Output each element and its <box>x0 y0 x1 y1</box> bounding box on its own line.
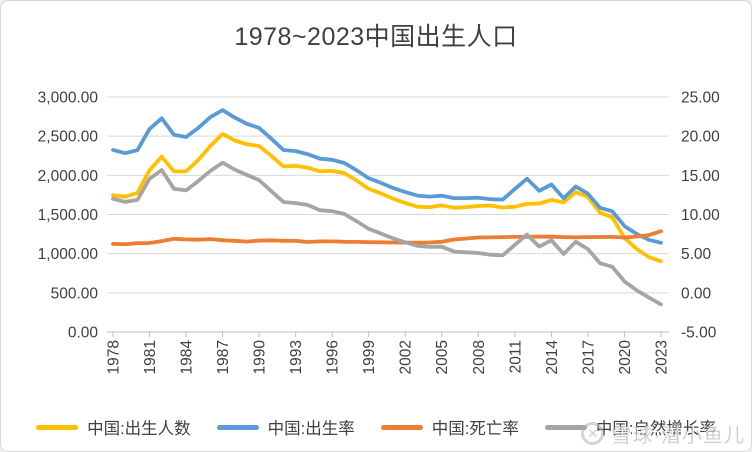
x-axis-tick-label: 1993 <box>288 340 305 374</box>
x-axis-tick-label: 2008 <box>471 340 488 374</box>
right-axis-tick-label: 20.00 <box>681 129 720 146</box>
x-axis-tick-label: 2002 <box>398 340 415 374</box>
right-axis-tick-label: 0.00 <box>681 285 712 302</box>
legend-label: 中国:自然增长率 <box>595 420 716 438</box>
x-axis-tick-label: 1999 <box>361 340 378 374</box>
legend-swatch-icon <box>36 424 79 430</box>
legend-item-中国:死亡率: 中国:死亡率 <box>380 415 519 439</box>
legend-swatch-icon <box>216 424 259 430</box>
x-axis-tick-label: 1987 <box>215 340 232 374</box>
legend-item-中国:出生人数: 中国:出生人数 <box>36 415 191 439</box>
x-axis-tick-label: 2014 <box>544 340 561 375</box>
right-axis-tick-label: 15.00 <box>681 168 720 185</box>
right-axis-tick-label: 25.00 <box>681 89 720 106</box>
legend-item-中国:自然增长率: 中国:自然增长率 <box>544 415 716 439</box>
right-axis-tick-label: -5.00 <box>681 324 717 341</box>
left-axis-tick-label: 0.00 <box>68 324 99 341</box>
left-axis-tick-label: 500.00 <box>51 285 99 302</box>
x-axis-tick-label: 1984 <box>178 340 195 375</box>
x-axis-tick-label: 2005 <box>434 340 451 374</box>
series-line-中国:自然增长率 <box>111 160 663 307</box>
chart-legend: 中国:出生人数 中国:出生率 中国:死亡率 中国:自然增长率 <box>1 415 751 439</box>
chart-title: 1978~2023中国出生人口 <box>234 23 518 51</box>
left-axis-tick-label: 1,000.00 <box>38 246 99 263</box>
left-axis-tick-label: 3,000.00 <box>38 89 99 106</box>
right-axis-tick-label: 10.00 <box>681 207 720 224</box>
right-axis-tick-label: 5.00 <box>681 246 712 263</box>
legend-label: 中国:出生人数 <box>87 420 191 438</box>
legend-label: 中国:出生率 <box>267 420 355 438</box>
series-line-中国:出生率 <box>111 108 663 245</box>
series-line-中国:出生人数 <box>111 131 663 264</box>
legend-swatch-icon <box>544 424 587 430</box>
legend-swatch-icon <box>380 424 423 430</box>
x-axis-tick-label: 1981 <box>142 340 159 374</box>
x-axis-tick-label: 2020 <box>617 340 634 375</box>
x-axis-tick-label: 2017 <box>580 340 597 374</box>
legend-label: 中国:死亡率 <box>431 420 519 438</box>
left-axis-tick-label: 1,500.00 <box>38 207 99 224</box>
left-axis-tick-label: 2,000.00 <box>38 168 99 185</box>
series-line-中国:死亡率 <box>111 229 663 247</box>
x-axis-tick-label: 1996 <box>325 340 342 374</box>
x-axis-tick-label: 1978 <box>105 340 122 374</box>
left-axis-tick-label: 2,500.00 <box>38 129 99 146</box>
x-axis-tick-label: 2011 <box>507 340 524 373</box>
x-axis-tick-label: 1990 <box>252 340 269 375</box>
x-axis-tick-label: 2023 <box>653 340 670 374</box>
legend-item-中国:出生率: 中国:出生率 <box>216 415 355 439</box>
